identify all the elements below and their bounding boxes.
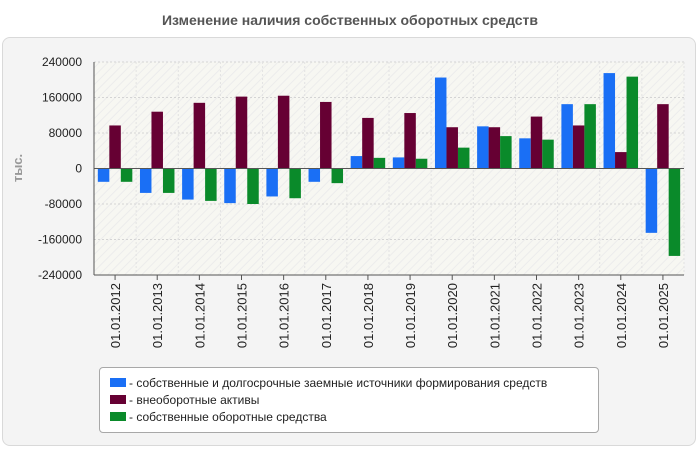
- bar-series-1: [404, 113, 416, 169]
- bar-series-0: [603, 73, 616, 169]
- bar-series-2: [247, 168, 259, 204]
- legend-label-noncurrent-assets: - внеоборотные активы: [129, 392, 260, 407]
- bar-series-0: [561, 104, 573, 169]
- bar-series-1: [235, 96, 248, 169]
- bar-series-1: [446, 127, 458, 169]
- x-tick-label: 01.01.2017: [319, 283, 334, 348]
- y-tick-label: -80000: [45, 197, 83, 211]
- x-tick-label: 01.01.2015: [235, 283, 250, 348]
- x-tick-label: 01.01.2024: [614, 283, 629, 348]
- x-tick-label: 01.01.2019: [403, 283, 418, 348]
- bar-series-2: [205, 168, 217, 201]
- bar-series-0: [350, 156, 363, 169]
- chart-title: Изменение наличия собственных оборотных …: [161, 12, 539, 28]
- bar-series-1: [320, 101, 332, 169]
- bar-series-2: [289, 168, 301, 199]
- bar-series-2: [626, 76, 639, 169]
- bar-series-1: [572, 125, 585, 169]
- legend-item-working-capital: - собственные оборотные средства: [110, 408, 598, 425]
- bar-series-1: [657, 104, 669, 169]
- legend-item-sources: - собственные и долгосрочные заемные ист…: [110, 374, 598, 391]
- bar-series-1: [530, 116, 543, 169]
- legend-label-working-capital: - собственные оборотные средства: [129, 409, 327, 424]
- x-tick-label: 01.01.2022: [530, 283, 545, 348]
- bar-series-0: [477, 126, 489, 169]
- bar-series-0: [97, 168, 110, 182]
- y-tick-label: -160000: [38, 233, 82, 247]
- x-tick-label: 01.01.2023: [572, 283, 587, 348]
- y-tick-label: 0: [75, 162, 82, 176]
- bar-series-2: [668, 168, 681, 256]
- bar-series-0: [645, 168, 658, 233]
- bar-series-1: [362, 117, 374, 169]
- bar-series-0: [224, 168, 236, 204]
- bar-series-1: [193, 102, 206, 169]
- bar-series-2: [542, 139, 554, 169]
- bar-series-1: [277, 95, 290, 169]
- bar-series-0: [182, 168, 194, 200]
- bar-series-1: [615, 152, 627, 169]
- legend: - собственные и долгосрочные заемные ист…: [99, 367, 599, 433]
- bar-series-2: [331, 168, 344, 184]
- x-tick-label: 01.01.2012: [108, 283, 123, 348]
- bar-series-0: [519, 138, 531, 169]
- y-tick-label: 160000: [42, 91, 82, 105]
- bar-series-2: [457, 147, 470, 169]
- bar-series-2: [415, 158, 428, 169]
- x-tick-label: 01.01.2021: [487, 283, 502, 348]
- bar-series-2: [373, 157, 386, 169]
- legend-swatch-sources: [110, 378, 126, 387]
- bar-series-0: [392, 157, 405, 169]
- bar-series-1: [109, 125, 121, 169]
- bar-series-0: [308, 168, 321, 182]
- bar-series-1: [488, 127, 501, 169]
- legend-item-noncurrent-assets: - внеоборотные активы: [110, 391, 598, 408]
- y-tick-label: 240000: [42, 55, 82, 69]
- bar-series-2: [162, 168, 175, 193]
- bar-series-2: [500, 136, 512, 169]
- x-tick-label: 01.01.2025: [656, 283, 671, 348]
- legend-swatch-working-capital: [110, 412, 126, 421]
- bar-series-1: [151, 111, 163, 169]
- x-tick-label: 01.01.2020: [445, 283, 460, 348]
- bar-series-0: [266, 168, 278, 197]
- legend-label-sources: - собственные и долгосрочные заемные ист…: [129, 375, 548, 390]
- bar-series-0: [139, 168, 152, 193]
- x-tick-label: 01.01.2018: [361, 283, 376, 348]
- y-axis-label: тыс.: [10, 154, 25, 182]
- x-tick-label: 01.01.2016: [277, 283, 292, 348]
- legend-swatch-noncurrent-assets: [110, 395, 126, 404]
- y-tick-label: -240000: [38, 268, 82, 282]
- y-tick-label: 80000: [49, 126, 83, 140]
- x-tick-label: 01.01.2013: [150, 283, 165, 348]
- bar-series-2: [120, 168, 133, 182]
- bar-series-0: [434, 77, 447, 169]
- bar-series-2: [584, 104, 596, 169]
- x-tick-label: 01.01.2014: [192, 283, 207, 348]
